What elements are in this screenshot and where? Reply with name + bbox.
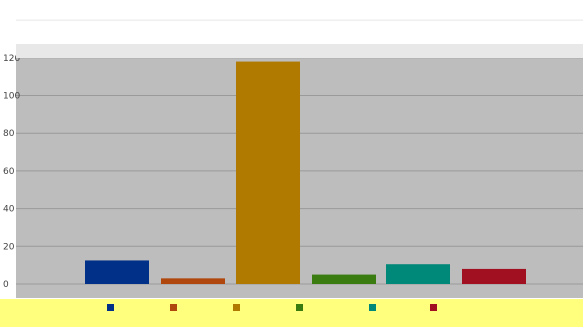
legend (107, 304, 437, 311)
y-tick-label: 60 (3, 167, 15, 177)
y-tick-label: 80 (3, 129, 15, 139)
top-strip (16, 44, 583, 58)
y-tick-label: 20 (3, 242, 15, 252)
legend-swatch (170, 304, 177, 311)
legend-swatch (296, 304, 303, 311)
y-tick-label: 120 (3, 54, 20, 64)
legend-swatch (430, 304, 437, 311)
y-tick-label: 100 (3, 92, 20, 102)
y-tick-label: 0 (3, 280, 9, 290)
bar (236, 61, 300, 284)
bar (462, 268, 526, 284)
top-strip-band (16, 44, 583, 58)
bars (85, 61, 526, 284)
y-axis: 0 20 40 60 80 100 120 (3, 54, 20, 290)
bar (161, 278, 225, 284)
bar (85, 260, 149, 284)
legend-swatch (107, 304, 114, 311)
bar (312, 274, 376, 284)
legend-swatch (233, 304, 240, 311)
y-tick-label: 40 (3, 205, 15, 215)
legend-highlight (0, 299, 583, 327)
bar (386, 264, 450, 284)
legend-swatch (369, 304, 376, 311)
